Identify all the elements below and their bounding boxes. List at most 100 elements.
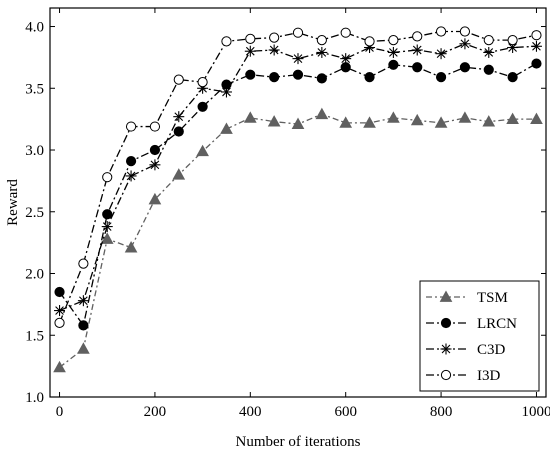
data-point-c3d (507, 42, 519, 54)
data-point-i3d (364, 36, 375, 47)
y-tick-label: 3.5 (25, 81, 44, 97)
data-point-i3d (78, 258, 89, 269)
data-point-c3d (101, 221, 113, 233)
data-point-i3d (221, 36, 232, 47)
legend-marker (440, 317, 452, 329)
legend-entry-i3d: I3D (426, 368, 500, 384)
data-point-c3d (125, 170, 137, 182)
data-point-tsm (100, 232, 114, 244)
y-tick-label: 1.5 (25, 328, 44, 344)
data-point-lrcn (412, 62, 423, 73)
series-c3d (54, 38, 542, 317)
data-point-i3d (173, 74, 184, 85)
legend-label: LRCN (477, 316, 517, 332)
data-point-tsm (387, 111, 400, 123)
data-point-tsm (196, 144, 209, 157)
data-point-tsm (458, 111, 472, 123)
data-point-tsm (220, 122, 233, 134)
data-point-c3d (483, 46, 495, 58)
data-point-c3d (173, 111, 185, 123)
data-point-i3d (531, 30, 542, 41)
data-point-c3d (54, 305, 66, 317)
data-point-lrcn (292, 69, 304, 80)
data-point-tsm (148, 192, 162, 205)
data-point-tsm (530, 112, 543, 125)
y-tick-label: 1.0 (25, 390, 44, 406)
data-point-lrcn (269, 72, 280, 83)
data-point-lrcn (173, 126, 184, 137)
y-tick-label: 3.0 (25, 143, 44, 159)
data-point-lrcn (364, 72, 375, 83)
data-point-c3d (459, 38, 471, 50)
x-tick-label: 0 (56, 404, 64, 420)
legend-label: I3D (477, 368, 500, 384)
data-point-i3d (507, 35, 518, 46)
legend-marker (439, 290, 453, 302)
data-point-tsm (482, 115, 496, 127)
data-point-i3d (483, 35, 494, 46)
data-point-i3d (316, 35, 327, 46)
data-point-lrcn (149, 144, 161, 156)
data-point-c3d (292, 53, 304, 65)
data-point-c3d (149, 159, 161, 171)
data-point-tsm (172, 168, 186, 180)
legend: TSM LRCN C3D I3D (419, 280, 540, 392)
data-point-c3d (387, 46, 399, 58)
data-point-tsm (410, 113, 424, 126)
data-point-tsm (243, 111, 257, 123)
data-point-lrcn (54, 286, 65, 298)
x-tick-label: 600 (334, 404, 357, 420)
data-point-c3d (316, 46, 328, 58)
data-point-i3d (459, 26, 471, 37)
data-point-c3d (77, 295, 89, 307)
data-point-lrcn (78, 320, 89, 331)
data-point-tsm (53, 360, 66, 373)
data-point-c3d (340, 53, 352, 65)
x-tick-label: 800 (430, 404, 453, 420)
legend-label: TSM (477, 290, 508, 306)
x-tick-label: 400 (239, 404, 262, 420)
data-point-tsm (363, 116, 376, 128)
legend-label: C3D (477, 342, 506, 358)
series-line-c3d (59, 43, 537, 312)
data-point-c3d (530, 40, 542, 52)
series-line-lrcn (59, 63, 537, 327)
plot-area (53, 26, 543, 373)
data-point-i3d (435, 26, 447, 37)
x-tick-label: 200 (144, 404, 167, 420)
data-point-lrcn (197, 101, 208, 112)
legend-entry-lrcn: LRCN (426, 316, 517, 332)
legend-entry-c3d: C3D (426, 342, 506, 358)
data-point-i3d (149, 121, 161, 132)
data-point-i3d (388, 35, 399, 46)
data-point-i3d (102, 172, 113, 183)
series-line-i3d (58, 30, 537, 324)
legend-marker (440, 343, 452, 355)
data-point-tsm (339, 116, 353, 128)
legend-marker (440, 369, 452, 381)
data-point-c3d (244, 45, 256, 57)
data-point-i3d (292, 27, 304, 38)
x-axis-label: Number of iterations (236, 434, 361, 450)
data-point-lrcn (125, 156, 137, 167)
data-point-i3d (269, 32, 280, 43)
data-point-lrcn (507, 72, 518, 83)
y-tick-label: 2.5 (25, 205, 44, 221)
data-point-lrcn (459, 62, 471, 73)
data-point-c3d (268, 44, 280, 56)
legend-box (419, 280, 540, 392)
data-point-c3d (435, 48, 447, 60)
x-tick-label: 1000 (521, 404, 550, 420)
data-point-i3d (54, 317, 65, 329)
data-point-tsm (434, 116, 448, 128)
y-tick-label: 4.0 (25, 20, 44, 36)
data-point-tsm (77, 342, 90, 354)
data-point-c3d (220, 86, 232, 98)
series-lrcn (54, 58, 542, 331)
data-point-lrcn (388, 59, 399, 70)
data-point-lrcn (435, 72, 447, 83)
data-point-tsm (267, 115, 281, 127)
data-point-lrcn (483, 64, 494, 75)
axes: 0 200 400 600 800 1000 1.0 1.5 2.0 2.5 3.0 3.5 4.0 Nu… (5, 7, 550, 450)
